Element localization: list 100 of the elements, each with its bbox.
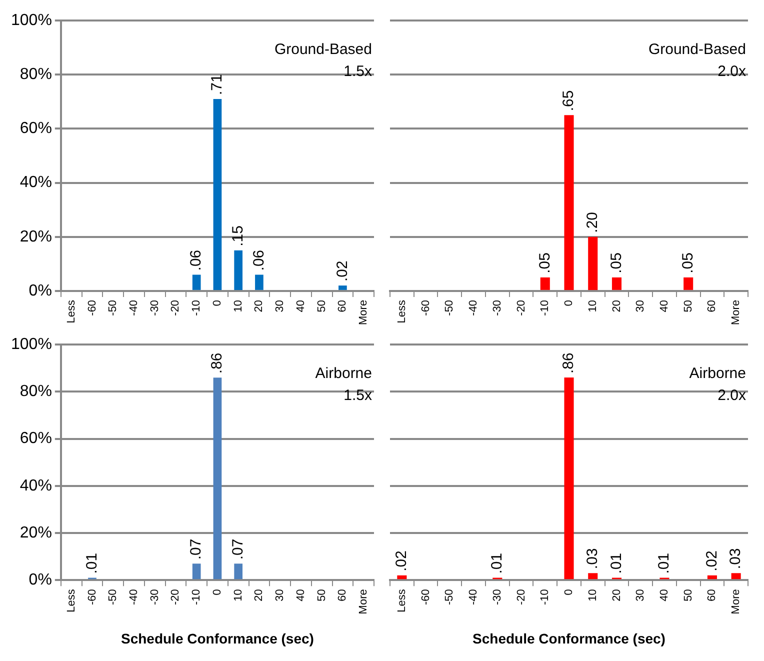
data-label: .06 bbox=[188, 250, 205, 271]
x-tick-label: -20 bbox=[170, 589, 182, 606]
x-tick-label: 10 bbox=[232, 300, 244, 312]
y-tick-label: 80% bbox=[20, 383, 52, 400]
x-tick-label: Less bbox=[65, 588, 78, 612]
x-tick-label: More bbox=[730, 300, 742, 325]
bar bbox=[192, 564, 201, 580]
data-label: .07 bbox=[188, 538, 205, 560]
y-tick-label: 40% bbox=[20, 477, 52, 494]
bar bbox=[255, 274, 264, 290]
x-tick-label: 20 bbox=[610, 300, 623, 312]
annotation: 1.5x bbox=[344, 387, 372, 404]
x-tick-label: -60 bbox=[86, 300, 98, 316]
y-tick-label: 60% bbox=[20, 430, 52, 448]
x-tick-label: 0 bbox=[563, 589, 576, 596]
data-label: .03 bbox=[727, 548, 744, 570]
x-tick-label: 40 bbox=[294, 589, 307, 602]
x-tick-label: 50 bbox=[682, 300, 694, 312]
bar bbox=[213, 99, 222, 290]
y-tick-label: 20% bbox=[20, 524, 52, 542]
data-label: .86 bbox=[208, 352, 226, 374]
y-tick-label: 40% bbox=[20, 174, 52, 192]
annotation: 2.0x bbox=[718, 387, 746, 404]
x-tick-label: Less bbox=[65, 299, 78, 324]
x-tick-label: 30 bbox=[274, 589, 286, 602]
data-label: .86 bbox=[560, 352, 578, 374]
data-label: .01 bbox=[488, 552, 506, 574]
x-tick-label: 50 bbox=[316, 589, 328, 602]
x-axis-title: Schedule Conformance (sec) bbox=[472, 630, 666, 646]
bar bbox=[234, 564, 243, 580]
data-label: .01 bbox=[656, 552, 673, 574]
x-tick-label: -10 bbox=[539, 589, 552, 606]
data-label: .02 bbox=[703, 550, 720, 572]
x-tick-label: 60 bbox=[706, 300, 718, 312]
x-tick-label: -10 bbox=[190, 300, 203, 316]
y-tick-label: 60% bbox=[20, 120, 52, 138]
bar bbox=[397, 575, 407, 580]
x-tick-label: -20 bbox=[515, 589, 528, 606]
x-tick-label: 30 bbox=[634, 589, 647, 602]
annotation: 2.0x bbox=[718, 63, 746, 80]
bar bbox=[731, 573, 741, 580]
annotation: Ground-Based bbox=[274, 41, 372, 58]
bar bbox=[213, 378, 222, 580]
data-label: .07 bbox=[229, 538, 246, 560]
x-tick-label: 20 bbox=[610, 589, 623, 602]
x-tick-label: -30 bbox=[148, 589, 161, 606]
x-tick-label: -30 bbox=[148, 300, 161, 316]
x-tick-label: -40 bbox=[468, 589, 480, 606]
x-tick-label: 50 bbox=[682, 589, 694, 602]
x-tick-label: -50 bbox=[107, 589, 120, 606]
x-tick-label: 20 bbox=[253, 589, 266, 602]
data-label: .02 bbox=[393, 550, 410, 572]
x-tick-label: -30 bbox=[491, 589, 504, 606]
x-tick-label: 0 bbox=[211, 300, 224, 306]
annotation: Airborne bbox=[315, 365, 372, 382]
x-axis-title: Schedule Conformance (sec) bbox=[120, 630, 314, 646]
data-label: .71 bbox=[208, 74, 226, 95]
y-tick-label: 0% bbox=[28, 282, 52, 300]
x-tick-label: 40 bbox=[294, 300, 307, 312]
annotation: Ground-Based bbox=[648, 41, 746, 58]
data-label: .06 bbox=[250, 250, 268, 271]
bar bbox=[338, 286, 347, 290]
x-tick-label: -10 bbox=[190, 589, 203, 606]
data-label: .05 bbox=[679, 252, 696, 274]
data-label: .01 bbox=[608, 552, 625, 574]
bar bbox=[192, 274, 201, 290]
x-tick-label: 10 bbox=[232, 589, 244, 602]
x-tick-label: 10 bbox=[586, 589, 599, 602]
x-tick-label: More bbox=[730, 589, 742, 614]
x-tick-label: 60 bbox=[336, 589, 349, 602]
data-label: .01 bbox=[83, 552, 100, 574]
x-tick-label: 60 bbox=[336, 300, 349, 312]
x-tick-label: 0 bbox=[211, 589, 224, 596]
x-tick-label: -10 bbox=[539, 300, 552, 316]
x-tick-label: -50 bbox=[107, 300, 120, 316]
x-tick-label: -20 bbox=[170, 300, 182, 316]
x-tick-label: -20 bbox=[515, 300, 528, 316]
x-tick-label: Less bbox=[396, 299, 408, 324]
bar bbox=[588, 573, 598, 580]
x-tick-label: 0 bbox=[563, 300, 576, 306]
bar bbox=[707, 575, 717, 580]
x-tick-label: -60 bbox=[420, 300, 432, 316]
y-tick-label: 100% bbox=[11, 12, 52, 30]
x-tick-label: -30 bbox=[491, 300, 504, 316]
x-tick-label: 40 bbox=[658, 300, 670, 312]
x-tick-label: 50 bbox=[316, 300, 328, 312]
x-tick-label: More bbox=[358, 589, 370, 614]
bar bbox=[234, 250, 243, 290]
x-tick-label: -60 bbox=[86, 589, 98, 606]
x-tick-label: 60 bbox=[706, 589, 718, 602]
y-tick-label: 20% bbox=[20, 228, 52, 246]
data-label: .05 bbox=[536, 252, 554, 274]
data-label: .20 bbox=[584, 212, 602, 233]
x-tick-label: 20 bbox=[253, 300, 266, 312]
y-tick-label: 100% bbox=[11, 336, 52, 354]
annotation: 1.5x bbox=[344, 63, 372, 80]
x-tick-label: -40 bbox=[468, 300, 480, 316]
x-tick-label: -40 bbox=[128, 589, 140, 606]
x-tick-label: -40 bbox=[128, 300, 140, 316]
x-tick-label: 10 bbox=[586, 300, 599, 312]
